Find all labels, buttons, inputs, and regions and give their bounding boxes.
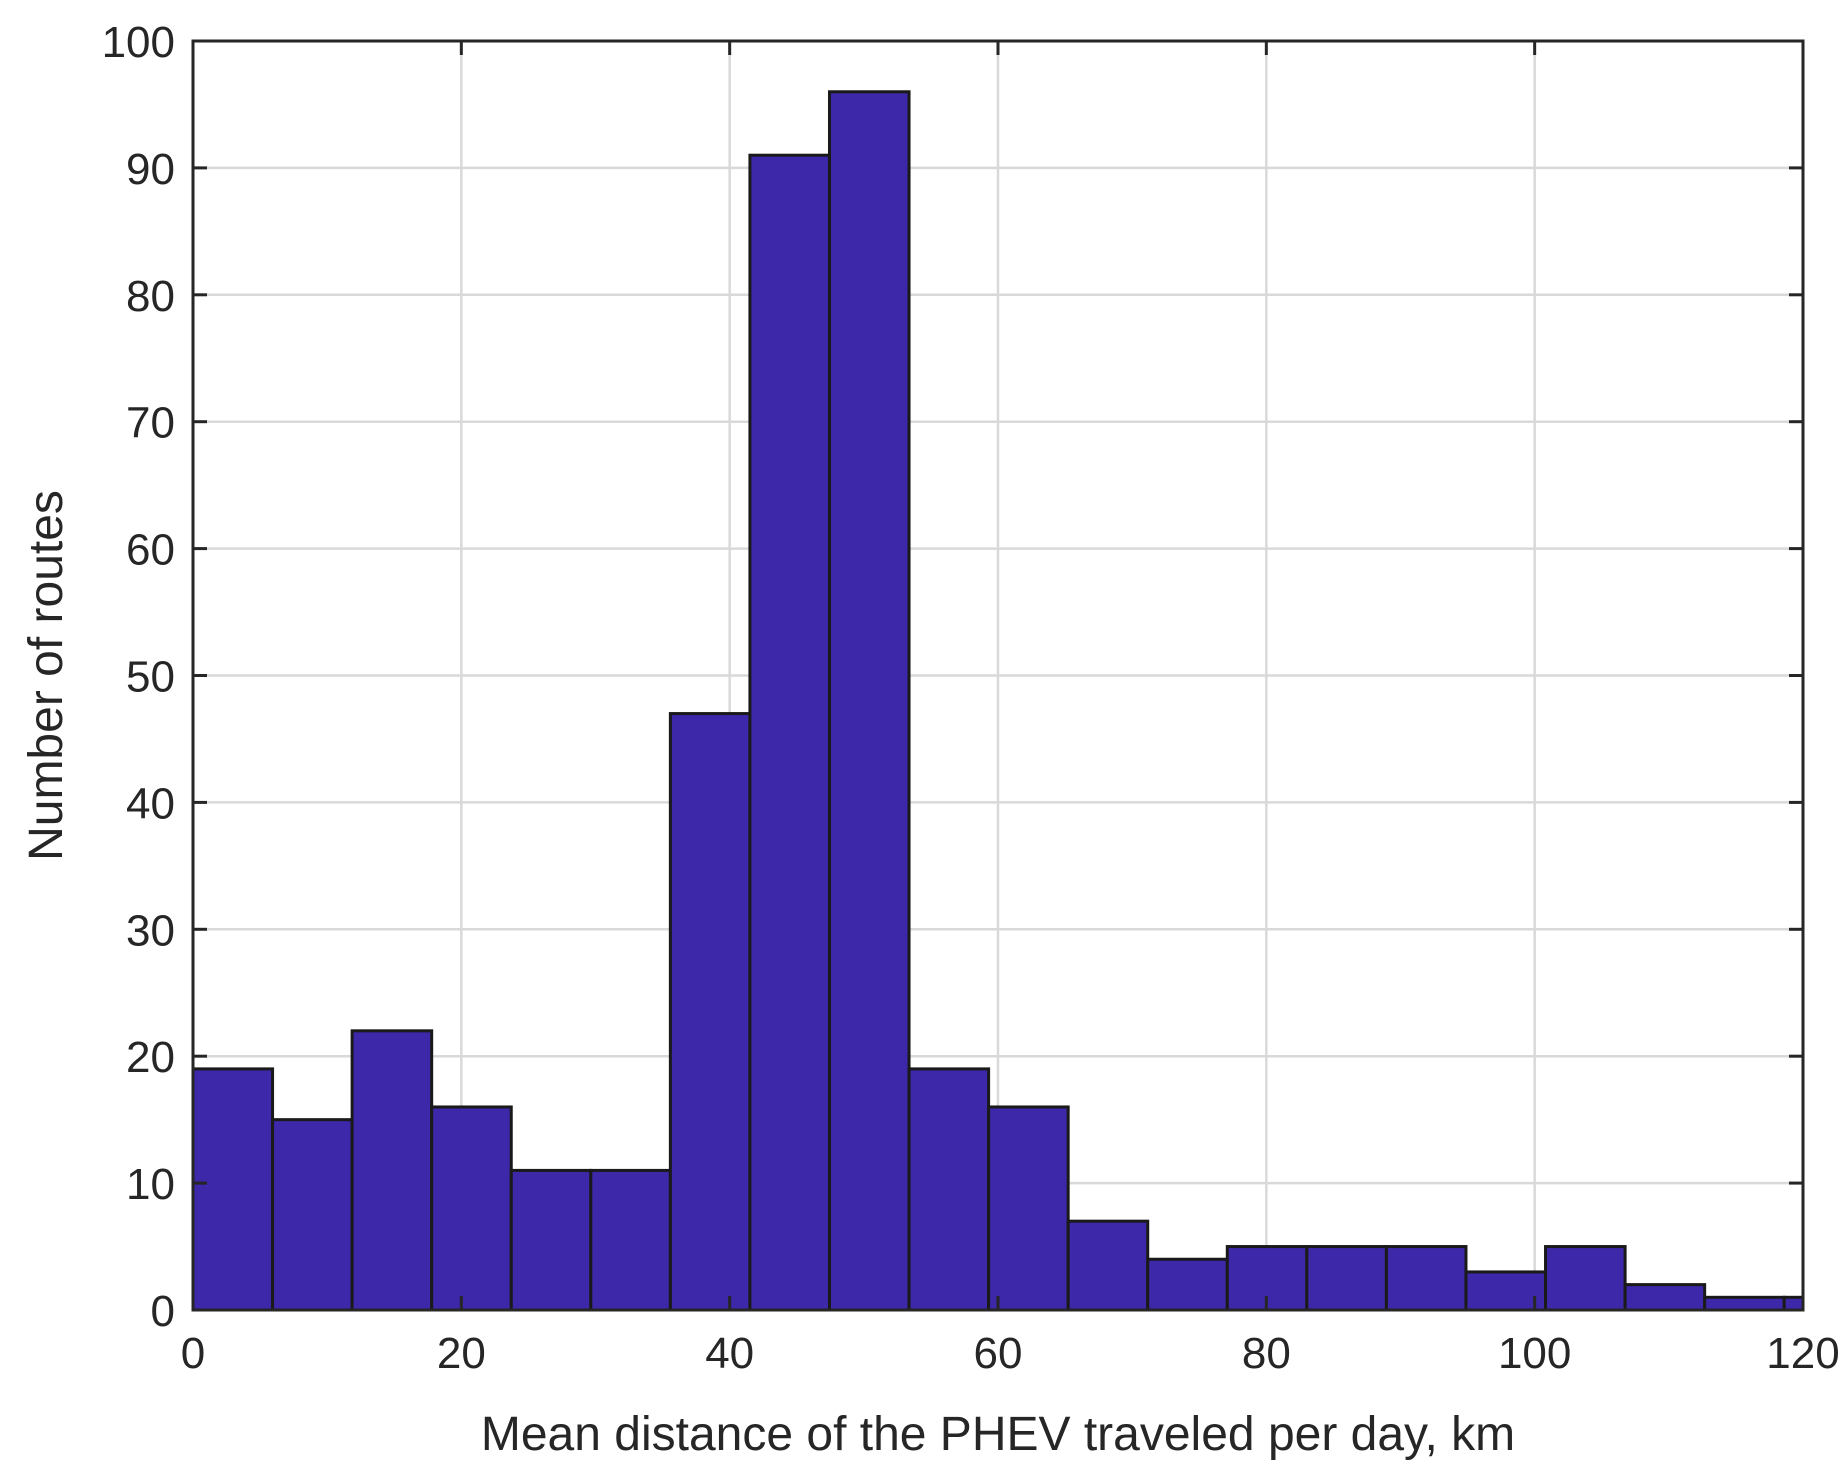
- histogram-bar: [827, 90, 911, 1312]
- histogram-bar: [1066, 1219, 1150, 1312]
- histogram-bar: [1703, 1295, 1786, 1312]
- y-tick-label: 50: [126, 653, 175, 702]
- y-tick-label: 80: [126, 272, 175, 321]
- histogram-bar: [589, 1168, 672, 1312]
- x-tick-label: 100: [1498, 1329, 1571, 1378]
- y-tick-label: 40: [126, 779, 175, 828]
- y-tick-label: 30: [126, 906, 175, 955]
- histogram-bar: [907, 1067, 991, 1312]
- x-tick-label: 120: [1766, 1329, 1839, 1378]
- y-axis-title: Number of routes: [20, 490, 73, 861]
- x-tick-label: 20: [437, 1329, 486, 1378]
- histogram-bar: [1146, 1257, 1229, 1312]
- x-axis-title: Mean distance of the PHEV traveled per d…: [481, 1408, 1515, 1461]
- histogram-bar: [1544, 1245, 1627, 1312]
- histogram-bar: [668, 712, 752, 1312]
- y-tick-label: 70: [126, 399, 175, 448]
- histogram-bar: [748, 153, 831, 1312]
- x-tick-label: 80: [1242, 1329, 1291, 1378]
- histogram-bar: [271, 1118, 354, 1312]
- histogram-bar: [350, 1029, 434, 1312]
- histogram-bar: [987, 1105, 1070, 1312]
- y-tick-label: 60: [126, 526, 175, 575]
- histogram-bar: [1782, 1295, 1805, 1312]
- histogram-bar: [430, 1105, 513, 1312]
- tick-marks: [191, 39, 1805, 1312]
- y-tick-label: 10: [126, 1160, 175, 1209]
- histogram-bar: [1305, 1245, 1388, 1312]
- y-tick-label: 90: [126, 145, 175, 194]
- x-tick-labels: 0 20 40 60 80 100 120: [181, 1329, 1840, 1378]
- y-tick-label: 0: [151, 1287, 175, 1336]
- histogram-bar: [1623, 1283, 1707, 1312]
- x-tick-label: 0: [181, 1329, 205, 1378]
- y-tick-label: 20: [126, 1033, 175, 1082]
- x-tick-label: 60: [974, 1329, 1023, 1378]
- histogram-bar: [191, 1067, 275, 1312]
- y-tick-labels: 0 10 20 30 40 50 60 70 80 90 100: [102, 18, 175, 1336]
- y-tick-label: 100: [102, 18, 175, 67]
- x-tick-label: 40: [705, 1329, 754, 1378]
- histogram-bar: [509, 1168, 593, 1312]
- histogram-bar: [1384, 1245, 1468, 1312]
- histogram-bars: [191, 90, 1805, 1312]
